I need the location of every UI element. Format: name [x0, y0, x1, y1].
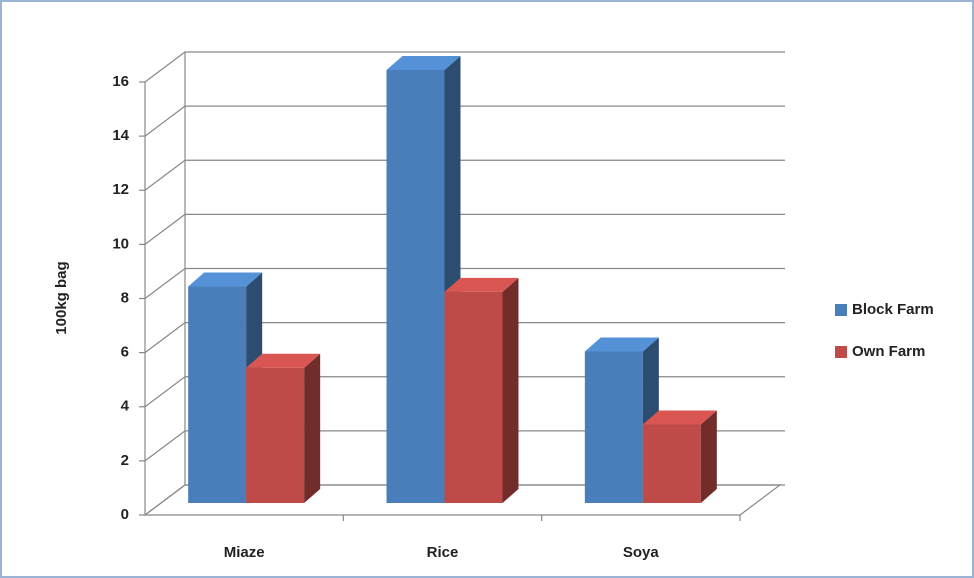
grid-line	[144, 267, 785, 299]
y-tick-label: 2	[121, 452, 129, 469]
y-tick-label: 0	[121, 506, 129, 523]
bar	[444, 277, 519, 503]
bar-face	[642, 424, 701, 503]
x-tick-label: Rice	[427, 544, 459, 561]
x-tick-label: Soya	[623, 544, 660, 561]
bar-face	[584, 351, 643, 503]
bar-face	[304, 353, 321, 503]
y-tick-label: 6	[121, 344, 129, 361]
y-tick-label: 16	[112, 73, 129, 90]
grid-line	[144, 105, 785, 137]
bar-face	[700, 410, 717, 503]
bar	[246, 353, 321, 503]
bar-face	[386, 56, 461, 70]
bar-face	[444, 277, 519, 292]
bar-face	[444, 291, 503, 503]
legend-label: Own Farm	[852, 343, 925, 360]
legend-swatch	[835, 346, 847, 358]
bar-face	[584, 337, 659, 352]
bar-face	[246, 353, 321, 368]
grid-line	[144, 322, 785, 354]
y-axis-label: 100kg bag	[53, 261, 70, 334]
grid-line	[144, 213, 785, 245]
legend-label: Block Farm	[852, 301, 934, 318]
legend-swatch	[835, 304, 847, 316]
bar-face	[386, 70, 445, 503]
grid-line	[144, 51, 785, 83]
y-tick-label: 4	[121, 398, 130, 415]
x-tick-label: Miaze	[224, 544, 265, 561]
y-tick-label: 14	[112, 127, 129, 144]
grid-line	[144, 159, 785, 191]
bar-face	[188, 272, 263, 287]
y-tick-label: 12	[112, 181, 129, 198]
bar	[642, 410, 717, 503]
y-tick-label: 8	[121, 289, 129, 306]
y-tick-label: 10	[112, 235, 129, 252]
bar-face	[188, 286, 247, 503]
bar-face	[642, 410, 717, 425]
bar-face	[246, 367, 305, 503]
bar-face	[502, 277, 519, 503]
